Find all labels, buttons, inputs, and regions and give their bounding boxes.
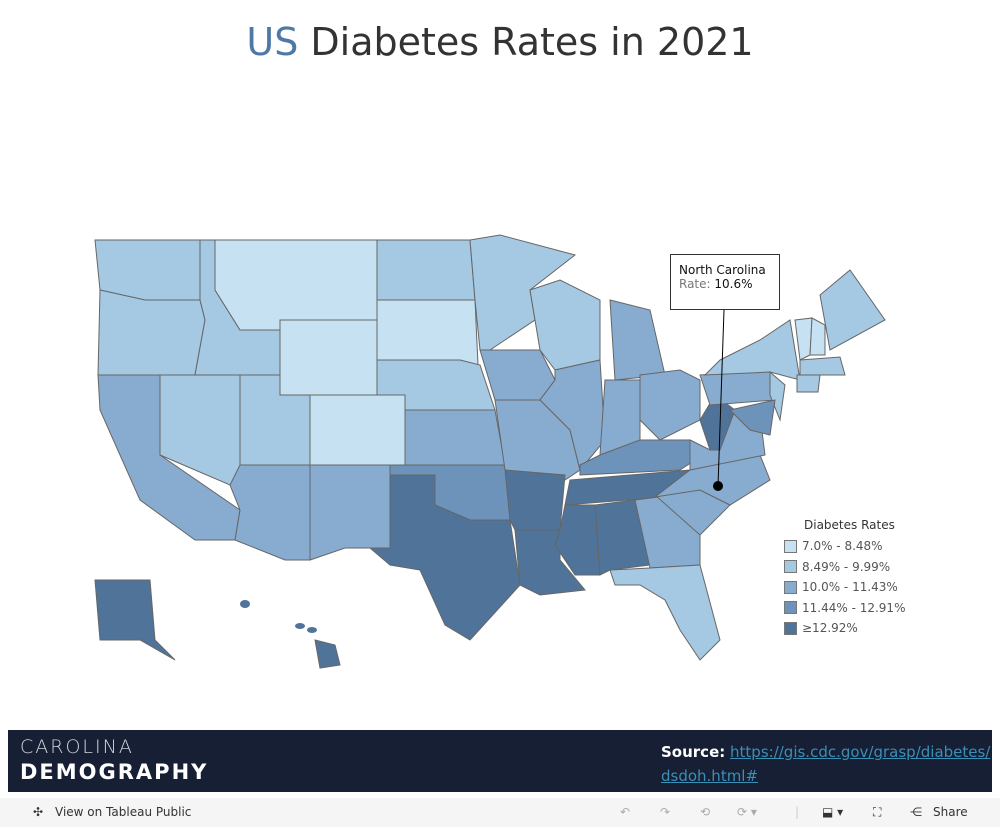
legend-swatch (784, 601, 797, 615)
legend-swatch (784, 621, 797, 635)
selected-state-marker (713, 481, 723, 491)
state-ks[interactable] (404, 409, 506, 466)
state-ny[interactable] (703, 319, 801, 381)
legend-label: 7.0% - 8.48% (802, 539, 883, 554)
redo-icon[interactable]: ↷ (660, 805, 671, 819)
state-al[interactable] (594, 499, 651, 576)
tooltip-pointer (717, 309, 725, 487)
legend-item[interactable]: ≥12.92% (784, 618, 905, 639)
state-wy[interactable] (279, 319, 378, 396)
state-ct[interactable] (796, 374, 821, 393)
state-hi-island[interactable] (240, 600, 250, 608)
state-wa[interactable] (94, 239, 201, 301)
fullscreen-icon[interactable]: ⛶ (873, 805, 882, 819)
state-az[interactable] (229, 464, 311, 561)
tooltip-value: 10.6% (714, 277, 753, 291)
legend: Diabetes Rates 7.0% - 8.48% 8.49% - 9.99%… (784, 518, 905, 639)
state-mi[interactable] (609, 299, 666, 381)
legend-label: 8.49% - 9.99% (802, 559, 891, 574)
state-nj[interactable] (769, 370, 786, 422)
state-il[interactable] (539, 359, 606, 472)
tableau-icon: ✣ (33, 805, 44, 819)
state-md[interactable] (729, 399, 776, 436)
footer-banner: CAROLINA DEMOGRAPHY Source: https://gis.… (8, 730, 992, 792)
legend-label: ≥12.92% (802, 621, 858, 636)
state-or[interactable] (97, 289, 206, 376)
state-fl[interactable] (609, 564, 721, 661)
state-oh[interactable] (639, 369, 701, 441)
revert-icon[interactable]: ⟲ (700, 805, 711, 819)
state-tx[interactable] (345, 474, 521, 641)
state-ar[interactable] (504, 469, 566, 531)
state-hi-island[interactable] (307, 627, 317, 633)
state-nm[interactable] (309, 464, 391, 561)
share-button[interactable]: Share (933, 805, 968, 819)
legend-item[interactable]: 11.44% - 12.91% (784, 598, 905, 619)
legend-swatch (784, 560, 797, 574)
legend-label: 11.44% - 12.91% (802, 600, 906, 615)
us-map (94, 234, 886, 669)
logo-line2: DEMOGRAPHY (20, 760, 209, 784)
state-ak[interactable] (94, 579, 176, 661)
download-icon[interactable]: ⬓ ▾ (822, 805, 844, 819)
state-nd[interactable] (376, 239, 476, 301)
legend-item[interactable]: 8.49% - 9.99% (784, 557, 905, 578)
state-pa[interactable] (699, 369, 776, 406)
tooltip-state: North Carolina (679, 263, 766, 277)
toolbar: ✣ View on Tableau Public ↶ ↷ ⟲ ⟳ ▾ | ⬓ ▾… (0, 798, 1000, 827)
legend-swatch (784, 539, 797, 553)
state-co[interactable] (309, 394, 406, 466)
legend-title: Diabetes Rates (804, 518, 895, 532)
view-on-tableau-link[interactable]: View on Tableau Public (55, 805, 192, 819)
divider: | (795, 805, 800, 819)
source: Source: https://gis.cdc.gov/grasp/diabet… (661, 743, 991, 785)
state-hi[interactable] (314, 639, 341, 669)
legend-item[interactable]: 7.0% - 8.48% (784, 536, 905, 557)
state-hi-island[interactable] (295, 623, 305, 629)
state-nh[interactable] (809, 317, 826, 356)
share-icon[interactable]: ⋲ (910, 805, 922, 819)
tooltip: North Carolina Rate: 10.6% (670, 254, 780, 310)
tooltip-label: Rate: (679, 277, 711, 291)
legend-item[interactable]: 10.0% - 11.43% (784, 577, 905, 598)
legend-label: 10.0% - 11.43% (802, 580, 898, 595)
undo-icon[interactable]: ↶ (620, 805, 631, 819)
legend-swatch (784, 580, 797, 594)
state-vt[interactable] (794, 317, 813, 361)
state-ia[interactable] (479, 349, 556, 401)
state-me[interactable] (819, 269, 886, 351)
refresh-icon[interactable]: ⟳ ▾ (737, 805, 757, 819)
state-mt[interactable] (214, 239, 378, 331)
page-title: US Diabetes Rates in 2021 (246, 20, 754, 64)
state-ma[interactable] (799, 356, 846, 376)
logo-line1: CAROLINA (20, 736, 134, 758)
source-link[interactable]: https://gis.cdc.gov/grasp/diabetes/dsdoh… (661, 743, 991, 785)
state-sd[interactable] (376, 299, 479, 366)
